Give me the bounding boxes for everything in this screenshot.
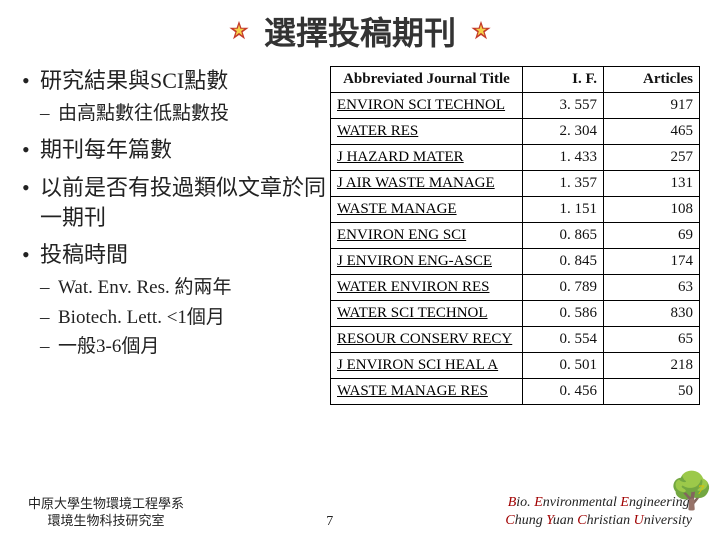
bullet-item: 投稿時間Wat. Env. Res. 約兩年Biotech. Lett. <1個… bbox=[20, 240, 326, 360]
bullet-item: 期刊每年篇數 bbox=[20, 135, 326, 165]
cell-journal-name: WASTE MANAGE RES bbox=[331, 379, 523, 405]
cell-articles: 917 bbox=[604, 93, 700, 119]
cell-journal-name: WATER RES bbox=[331, 119, 523, 145]
title-row: 選擇投稿期刊 bbox=[20, 8, 700, 54]
cell-journal-name: J ENVIRON SCI HEAL A bbox=[331, 353, 523, 379]
journal-table: Abbreviated Journal Title I. F. Articles… bbox=[330, 66, 700, 405]
cell-articles: 69 bbox=[604, 223, 700, 249]
bullet-item: 研究結果與SCI點數由高點數往低點數投 bbox=[20, 66, 326, 127]
cell-journal-name: J HAZARD MATER bbox=[331, 145, 523, 171]
bullet-subitem: Biotech. Lett. <1個月 bbox=[40, 304, 326, 332]
cell-impact-factor: 3. 557 bbox=[522, 93, 603, 119]
cell-impact-factor: 0. 501 bbox=[522, 353, 603, 379]
cell-journal-name: WASTE MANAGE bbox=[331, 197, 523, 223]
footer-right-line1: Bio. Environmental Engineering bbox=[505, 494, 692, 512]
cell-impact-factor: 0. 789 bbox=[522, 275, 603, 301]
bullet-subitem: 由高點數往低點數投 bbox=[40, 100, 326, 128]
cell-journal-name: WATER ENVIRON RES bbox=[331, 275, 523, 301]
cell-impact-factor: 2. 304 bbox=[522, 119, 603, 145]
cell-impact-factor: 0. 554 bbox=[522, 327, 603, 353]
footer-right-line2: Chung Yuan Christian University bbox=[505, 512, 692, 530]
cell-journal-name: J ENVIRON ENG-ASCE bbox=[331, 249, 523, 275]
cell-impact-factor: 0. 456 bbox=[522, 379, 603, 405]
table-header-row: Abbreviated Journal Title I. F. Articles bbox=[331, 67, 700, 93]
table-row: WATER RES2. 304465 bbox=[331, 119, 700, 145]
cell-impact-factor: 0. 845 bbox=[522, 249, 603, 275]
cell-articles: 65 bbox=[604, 327, 700, 353]
cell-impact-factor: 0. 586 bbox=[522, 301, 603, 327]
table-row: WASTE MANAGE RES0. 45650 bbox=[331, 379, 700, 405]
cell-articles: 174 bbox=[604, 249, 700, 275]
cell-impact-factor: 1. 151 bbox=[522, 197, 603, 223]
tree-icon: 🌳 bbox=[669, 470, 714, 512]
cell-articles: 218 bbox=[604, 353, 700, 379]
footer-university: Bio. Environmental Engineering Chung Yua… bbox=[505, 494, 692, 530]
table-row: WATER ENVIRON RES0. 78963 bbox=[331, 275, 700, 301]
table-row: J ENVIRON SCI HEAL A0. 501218 bbox=[331, 353, 700, 379]
bullet-subitem: 一般3-6個月 bbox=[40, 333, 326, 361]
cell-articles: 830 bbox=[604, 301, 700, 327]
cell-journal-name: RESOUR CONSERV RECY bbox=[331, 327, 523, 353]
affiliation-line1: 中原大學生物環境工程學系 bbox=[28, 496, 184, 513]
star-icon bbox=[470, 20, 492, 42]
cell-journal-name: J AIR WASTE MANAGE bbox=[331, 171, 523, 197]
page-title: 選擇投稿期刊 bbox=[264, 8, 456, 54]
table-row: RESOUR CONSERV RECY0. 55465 bbox=[331, 327, 700, 353]
table-row: J AIR WASTE MANAGE1. 357131 bbox=[331, 171, 700, 197]
cell-articles: 63 bbox=[604, 275, 700, 301]
cell-articles: 108 bbox=[604, 197, 700, 223]
slide-number: 7 bbox=[326, 514, 333, 530]
bullet-item: 以前是否有投過類似文章於同一期刊 bbox=[20, 173, 326, 232]
table-row: J ENVIRON ENG-ASCE0. 845174 bbox=[331, 249, 700, 275]
cell-articles: 257 bbox=[604, 145, 700, 171]
cell-articles: 50 bbox=[604, 379, 700, 405]
footer: 中原大學生物環境工程學系 環境生物科技研究室 7 Bio. Environmen… bbox=[0, 494, 720, 530]
col-impact-factor: I. F. bbox=[522, 67, 603, 93]
cell-articles: 465 bbox=[604, 119, 700, 145]
table-row: ENVIRON ENG SCI0. 86569 bbox=[331, 223, 700, 249]
cell-journal-name: ENVIRON ENG SCI bbox=[331, 223, 523, 249]
cell-impact-factor: 0. 865 bbox=[522, 223, 603, 249]
table-row: J HAZARD MATER1. 433257 bbox=[331, 145, 700, 171]
col-articles: Articles bbox=[604, 67, 700, 93]
footer-affiliation: 中原大學生物環境工程學系 環境生物科技研究室 bbox=[28, 496, 184, 530]
col-journal-title: Abbreviated Journal Title bbox=[331, 67, 523, 93]
table-row: WATER SCI TECHNOL0. 586830 bbox=[331, 301, 700, 327]
corner-page-number: 7 bbox=[698, 482, 705, 498]
table-row: ENVIRON SCI TECHNOL3. 557917 bbox=[331, 93, 700, 119]
cell-impact-factor: 1. 357 bbox=[522, 171, 603, 197]
star-icon bbox=[228, 20, 250, 42]
affiliation-line2: 環境生物科技研究室 bbox=[28, 513, 184, 530]
bullet-subitem: Wat. Env. Res. 約兩年 bbox=[40, 274, 326, 302]
table-row: WASTE MANAGE1. 151108 bbox=[331, 197, 700, 223]
bullet-list: 研究結果與SCI點數由高點數往低點數投期刊每年篇數以前是否有投過類似文章於同一期… bbox=[20, 66, 330, 369]
cell-journal-name: WATER SCI TECHNOL bbox=[331, 301, 523, 327]
cell-journal-name: ENVIRON SCI TECHNOL bbox=[331, 93, 523, 119]
cell-impact-factor: 1. 433 bbox=[522, 145, 603, 171]
cell-articles: 131 bbox=[604, 171, 700, 197]
